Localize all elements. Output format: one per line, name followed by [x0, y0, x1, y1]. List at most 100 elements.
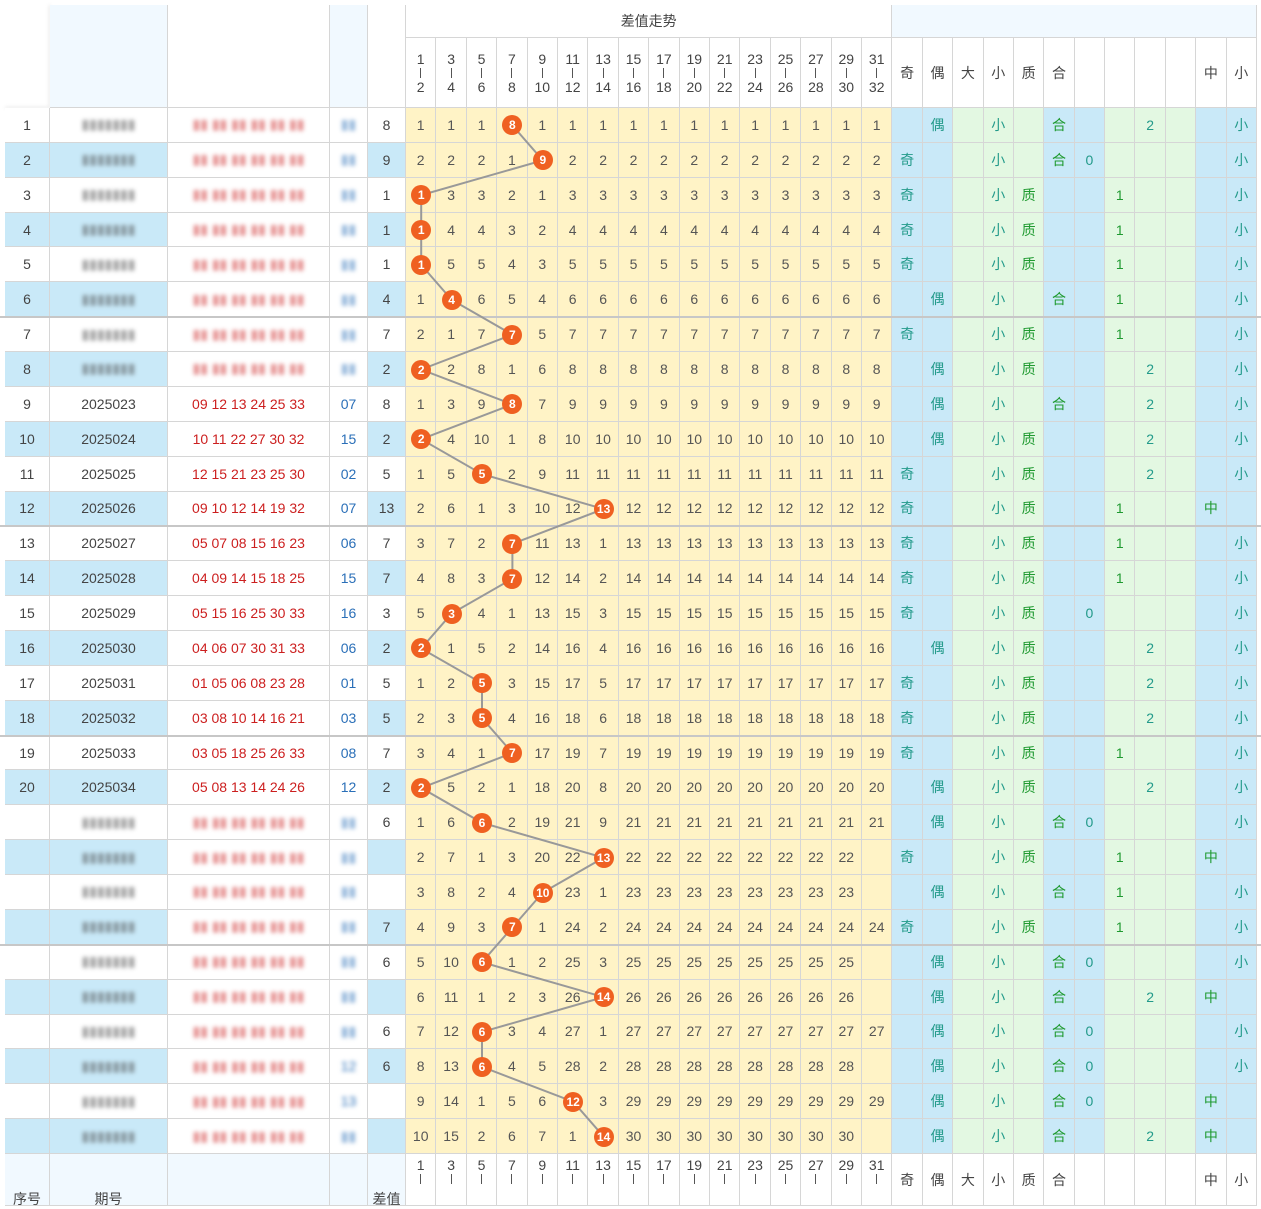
trend-value: 1 — [659, 116, 668, 133]
trend-value: 11 — [443, 988, 459, 1005]
footer-col-label: 27 — [808, 1157, 824, 1173]
tail-odd-cell: 奇 — [892, 456, 923, 492]
col-top-label: 25 — [777, 50, 794, 67]
tail-small-cell: 小 — [983, 805, 1014, 841]
tail-even-value: 偶 — [930, 116, 945, 133]
trend-cell: 7 — [406, 1014, 437, 1050]
tail-comp-cell — [1044, 561, 1075, 597]
tail-even-cell — [922, 665, 954, 701]
tail-prime-value: 质 — [1021, 849, 1036, 866]
trend-value: 21 — [747, 814, 763, 831]
tail-even-value: 偶 — [930, 883, 945, 900]
trend-cell: 19 — [527, 805, 558, 841]
footer-col-5: 5 — [466, 1154, 498, 1206]
tail-mid-cell — [1196, 805, 1227, 841]
tail-last-cell: 小 — [1226, 317, 1257, 353]
tail-r0-value: 0 — [1085, 1058, 1094, 1075]
divider — [663, 1174, 665, 1184]
tail-last-cell: 小 — [1226, 909, 1257, 945]
footer-col-label: 25 — [777, 1157, 794, 1173]
hit-ball: 10 — [532, 882, 553, 903]
tail-r1-value: 1 — [1115, 883, 1124, 900]
trend-cell: 3 — [588, 944, 619, 980]
trend-cell: 22 — [618, 840, 650, 876]
row-nums: 01 05 06 08 23 28 — [192, 674, 305, 691]
trend-value: 25 — [777, 953, 794, 970]
tail-small-value: 小 — [991, 849, 1006, 866]
tail-even-cell — [922, 247, 954, 283]
trend-value: 1 — [477, 988, 486, 1005]
trend-cell: 5 — [862, 247, 893, 283]
trend-value: 24 — [686, 918, 703, 935]
tail-small-value: 小 — [991, 360, 1006, 377]
tail-r3-cell — [1165, 944, 1197, 980]
tail-r2-value: 2 — [1146, 1128, 1155, 1145]
trend-cell: 13 — [558, 526, 589, 562]
footer-period-cell: 期号 — [50, 1154, 168, 1207]
tail-small-cell: 小 — [983, 352, 1014, 387]
tail-odd-cell — [892, 108, 923, 143]
tail-r2-cell — [1135, 735, 1166, 771]
tail-r3-cell — [1165, 212, 1197, 248]
tail-r3-cell — [1165, 561, 1197, 597]
tail-comp-value: 合 — [1052, 1128, 1066, 1145]
trend-cell: 29 — [618, 1084, 650, 1120]
trend-value: 27 — [838, 1023, 855, 1040]
tail-last-value: 小 — [1234, 639, 1249, 656]
tail-r2-cell — [1135, 909, 1166, 945]
tail-prime-value: 质 — [1021, 570, 1036, 587]
trend-value: 8 — [811, 360, 820, 377]
trend-cell: 6 — [618, 282, 650, 318]
tail-r3-cell — [1165, 1014, 1197, 1050]
tail-odd-value: 奇 — [900, 256, 915, 273]
trend-cell: 19 — [770, 735, 802, 771]
trend-cell: 2 — [770, 142, 802, 178]
trend-cell: 10 — [862, 421, 893, 457]
trend-value: 11 — [565, 465, 580, 482]
divider — [480, 67, 482, 78]
trend-value: 5 — [720, 256, 729, 273]
tail-comp-cell — [1044, 526, 1075, 562]
trend-cell: 2 — [801, 142, 832, 178]
row-diff-cell: 3 — [368, 596, 406, 631]
tail-r1-value: 1 — [1115, 744, 1124, 761]
tail-r1-cell — [1105, 108, 1136, 143]
tail-last-cell: 小 — [1226, 875, 1257, 910]
trend-value: 5 — [568, 256, 577, 273]
trend-value: 5 — [447, 465, 455, 482]
col-bottom-label: 10 — [534, 78, 551, 95]
row-diff: 3 — [382, 605, 391, 622]
row-n-cell: 14 — [5, 561, 50, 597]
trend-cell: 10 — [466, 421, 498, 457]
trend-cell: 2 — [558, 142, 589, 178]
tail-r0-cell — [1074, 421, 1106, 457]
trend-value: 10 — [777, 430, 794, 447]
tail-prime-cell — [1013, 282, 1045, 318]
trend-cell: 15 — [831, 596, 862, 631]
trend-value: 11 — [595, 465, 611, 482]
trend-value: 2 — [751, 151, 759, 168]
trend-cell: 5 — [436, 456, 467, 492]
trend-value: 24 — [656, 918, 672, 935]
trend-cell: 1 — [588, 526, 619, 562]
row-nums-cell: 09 12 13 24 25 33 — [168, 386, 330, 422]
row-diff-cell — [368, 979, 406, 1015]
tail-even-cell: 偶 — [922, 1084, 954, 1120]
trend-cell: 9 — [618, 386, 650, 422]
tail-prime-cell — [1013, 1049, 1045, 1085]
row-period: ▮▮▮▮▮▮▮ — [81, 953, 136, 970]
trend-cell: 30 — [649, 1119, 680, 1154]
tail-last-cell: 小 — [1226, 282, 1257, 318]
footer-col-17: 17 — [649, 1154, 680, 1206]
trend-value: 2 — [811, 151, 820, 168]
tail-r0-value: 0 — [1085, 953, 1094, 970]
trend-cell: 9 — [862, 386, 893, 422]
trend-cell: 2 — [588, 909, 619, 945]
trend-value: 7 — [781, 326, 790, 343]
row-period-cell: ▮▮▮▮▮▮▮ — [50, 805, 168, 841]
trend-cell: 2 — [618, 142, 650, 178]
trend-value: 2 — [507, 186, 516, 203]
tail-small-cell: 小 — [983, 1119, 1014, 1154]
trend-cell: 19 — [801, 735, 832, 771]
